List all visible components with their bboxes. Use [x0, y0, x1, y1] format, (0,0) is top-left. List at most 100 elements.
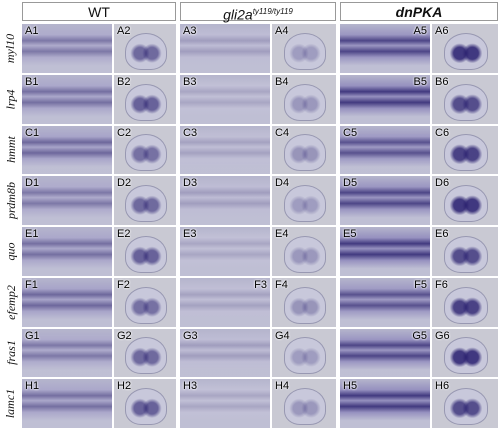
- panel-label: E2: [117, 228, 131, 240]
- panel-label: D4: [275, 177, 290, 190]
- image-panel: H6: [432, 379, 498, 428]
- image-panel: G1: [22, 328, 112, 378]
- image-panel: B4: [272, 74, 336, 124]
- image-panel: B3: [180, 74, 270, 124]
- image-panel: E2: [114, 227, 176, 276]
- gene-label: lrp4: [0, 75, 22, 124]
- panel-label: A3: [183, 25, 197, 37]
- column-label: WT: [88, 4, 110, 20]
- panel-label: E4: [275, 228, 289, 240]
- neural-tube: [443, 286, 489, 324]
- image-panel: C3: [180, 125, 270, 175]
- image-panel: C4: [272, 125, 336, 175]
- image-panel: C5: [340, 125, 430, 175]
- panel-label: C2: [117, 126, 132, 139]
- neural-tube: [125, 286, 167, 324]
- gene-label: prdm8b: [0, 176, 22, 225]
- column-label: dnPKA: [395, 4, 443, 20]
- neural-tube: [443, 32, 489, 70]
- image-panel: F1: [22, 277, 112, 327]
- image-panel: G3: [180, 328, 270, 378]
- neural-tube: [125, 134, 167, 172]
- panel-label: D1: [25, 177, 40, 190]
- panel-label: H6: [435, 380, 450, 393]
- image-panel: H4: [272, 379, 336, 428]
- gene-name: lrp4: [3, 89, 18, 110]
- image-panel: D2: [114, 176, 176, 225]
- panel-label: F4: [275, 278, 288, 291]
- panel-label: A6: [435, 25, 449, 37]
- panel-label: B4: [275, 75, 289, 88]
- image-panel: A4: [272, 24, 336, 73]
- panel-label: F3: [254, 278, 267, 291]
- image-panel: D4: [272, 176, 336, 225]
- panel-label: H5: [343, 380, 358, 393]
- gene-name: lamc1: [3, 388, 18, 419]
- panel-label: F5: [414, 278, 427, 291]
- panel-label: C6: [435, 126, 450, 139]
- gene-label: efemp2: [0, 278, 22, 327]
- neural-tube: [443, 388, 489, 426]
- neural-tube: [125, 185, 167, 223]
- image-panel: B5: [340, 74, 430, 124]
- gene-name: hmmt: [3, 136, 18, 164]
- panel-label: D2: [117, 177, 132, 190]
- panel-label: E3: [183, 228, 197, 240]
- panel-label: H1: [25, 380, 40, 393]
- image-panel: E1: [22, 227, 112, 276]
- panel-label: G6: [435, 329, 450, 342]
- panel-label: F2: [117, 278, 130, 291]
- gene-label: hmmt: [0, 126, 22, 175]
- image-panel: B1: [22, 74, 112, 124]
- neural-tube: [283, 235, 327, 273]
- image-panel: H3: [180, 379, 270, 428]
- panel-label: H2: [117, 380, 132, 393]
- neural-tube: [283, 286, 327, 324]
- image-panel: G6: [432, 328, 498, 378]
- image-panel: D5: [340, 176, 430, 225]
- image-panel: A5: [340, 24, 430, 73]
- column-label: gli2a: [223, 6, 253, 23]
- panel-label: G5: [412, 329, 427, 342]
- neural-tube: [283, 83, 327, 121]
- gene-name: quo: [3, 242, 18, 261]
- image-panel: F4: [272, 277, 336, 327]
- panel-label: B6: [435, 75, 449, 88]
- panel-label: B1: [25, 75, 39, 88]
- image-panel: A1: [22, 24, 112, 73]
- neural-tube: [283, 388, 327, 426]
- neural-tube: [443, 337, 489, 375]
- neural-tube: [283, 32, 327, 70]
- image-panel: C1: [22, 125, 112, 175]
- panel-label: H3: [183, 380, 198, 393]
- column-header: WT: [22, 2, 176, 21]
- gene-label: quo: [0, 227, 22, 276]
- image-panel: H2: [114, 379, 176, 428]
- neural-tube: [283, 185, 327, 223]
- panel-label: F1: [25, 278, 38, 291]
- gene-name: fras1: [3, 340, 18, 366]
- panel-label: G3: [183, 329, 198, 342]
- neural-tube: [125, 83, 167, 121]
- panel-label: A1: [25, 25, 39, 37]
- image-panel: A2: [114, 24, 176, 73]
- neural-tube: [125, 235, 167, 273]
- image-panel: F6: [432, 277, 498, 327]
- panel-label: B5: [413, 75, 427, 88]
- image-panel: A6: [432, 24, 498, 73]
- panel-label: B3: [183, 75, 197, 88]
- neural-tube: [443, 134, 489, 172]
- superscript: ty119/ty119: [252, 7, 293, 16]
- image-panel: D1: [22, 176, 112, 225]
- panel-label: E5: [343, 228, 357, 240]
- gene-label: myl10: [0, 24, 22, 73]
- gene-name: prdm8b: [3, 182, 18, 220]
- panel-label: D6: [435, 177, 450, 190]
- image-panel: F5: [340, 277, 430, 327]
- panel-label: E6: [435, 228, 449, 240]
- image-panel: F3: [180, 277, 270, 327]
- panel-label: F6: [435, 278, 448, 291]
- panel-label: D5: [343, 177, 358, 190]
- image-panel: D6: [432, 176, 498, 225]
